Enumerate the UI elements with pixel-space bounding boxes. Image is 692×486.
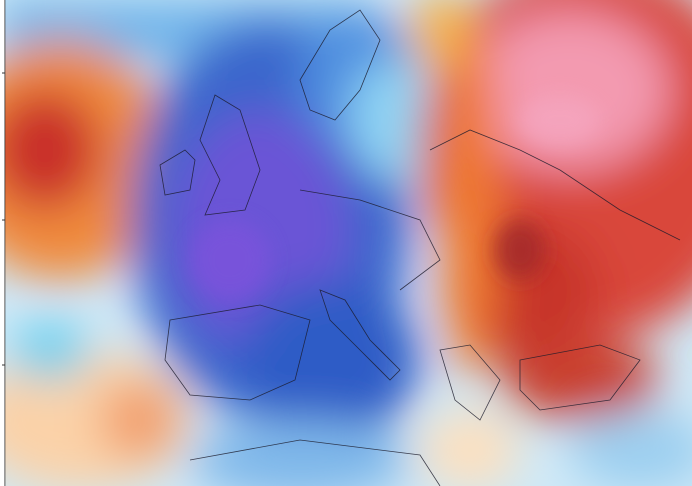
frame-edge: [4, 0, 6, 486]
coastlines: [159, 9, 681, 486]
